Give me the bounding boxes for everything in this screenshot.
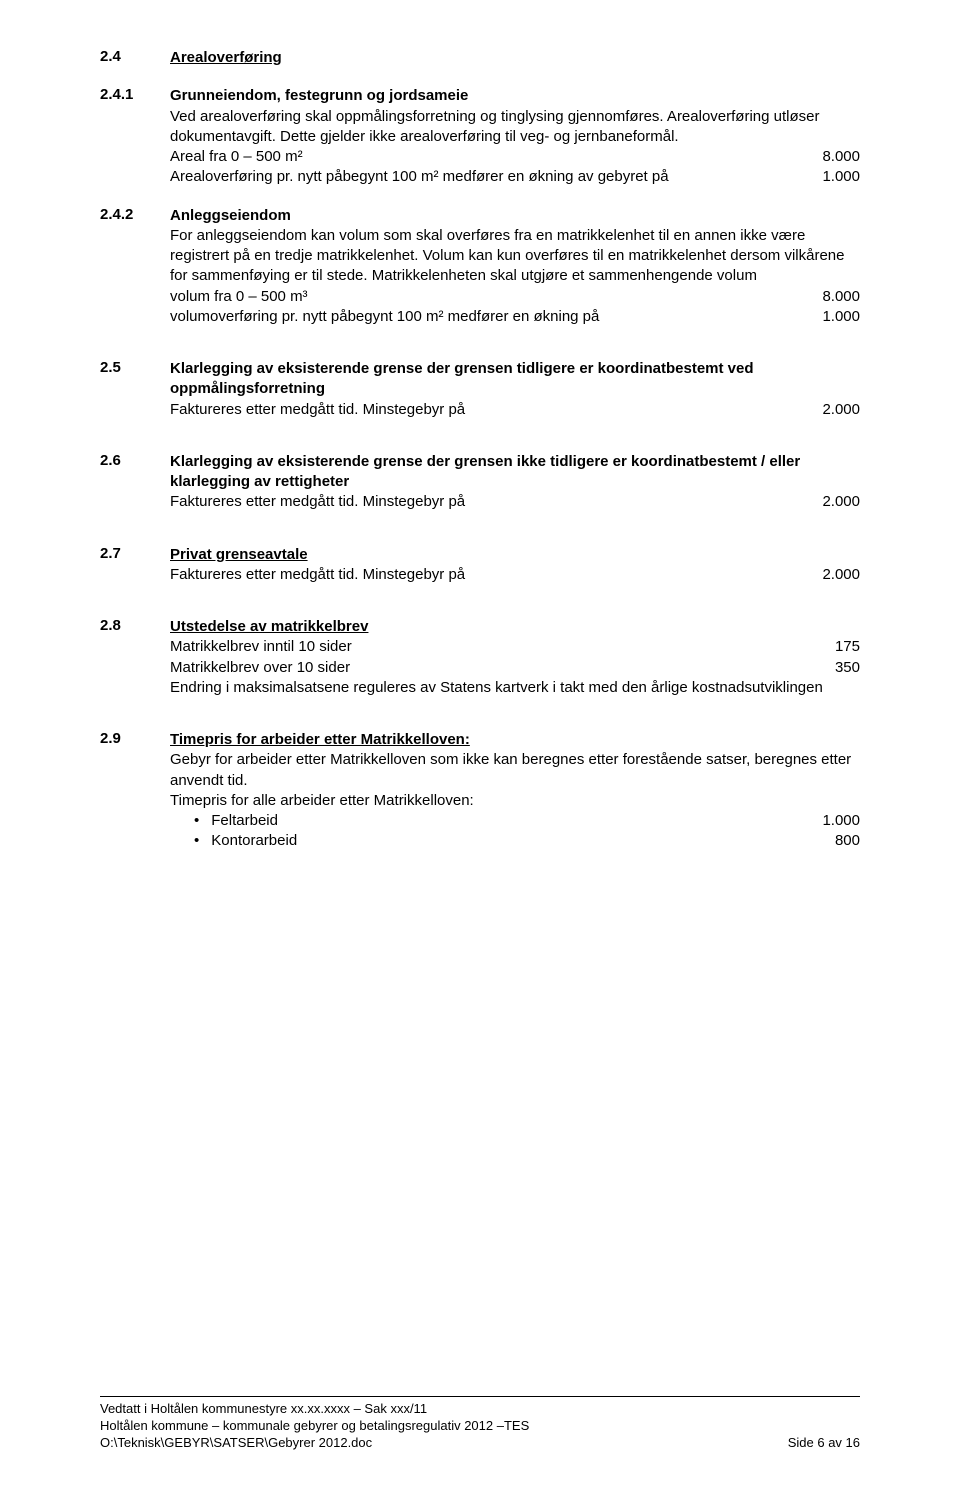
subsection-title: Anleggseiendom xyxy=(170,206,860,226)
bullet-value: 800 xyxy=(780,831,860,851)
section-number: 2.9 xyxy=(100,730,170,747)
line-item-label: Areal fra 0 – 500 m² xyxy=(170,147,780,167)
body-text: Timepris for alle arbeider etter Matrikk… xyxy=(170,791,860,811)
section-2-9: 2.9 Timepris for arbeider etter Matrikke… xyxy=(100,730,860,852)
bullet-icon: • xyxy=(194,831,199,851)
subsection-title: Grunneiendom, festegrunn og jordsameie xyxy=(170,86,860,106)
section-2-6: 2.6 Klarlegging av eksisterende grense d… xyxy=(100,452,860,513)
footer-line: Vedtatt i Holtålen kommunestyre xx.xx.xx… xyxy=(100,1401,788,1418)
line-item-label: Matrikkelbrev over 10 sider xyxy=(170,658,780,678)
bullet-icon: • xyxy=(194,811,199,831)
section-title: Timepris for arbeider etter Matrikkellov… xyxy=(170,731,470,748)
section-title: Klarlegging av eksisterende grense der g… xyxy=(170,359,860,400)
section-number: 2.4 xyxy=(100,48,170,65)
footer-line: Holtålen kommune – kommunale gebyrer og … xyxy=(100,1418,788,1435)
section-number: 2.7 xyxy=(100,545,170,562)
line-item-value: 8.000 xyxy=(780,287,860,307)
line-item-value: 1.000 xyxy=(780,307,860,327)
line-item-value: 2.000 xyxy=(780,400,860,420)
page-number: Side 6 av 16 xyxy=(788,1435,860,1452)
section-number: 2.8 xyxy=(100,617,170,634)
line-item-label: Arealoverføring pr. nytt påbegynt 100 m²… xyxy=(170,167,780,187)
section-2-4: 2.4 Arealoverføring 2.4.1 Grunneiendom, … xyxy=(100,48,860,327)
bullet-list: • Feltarbeid 1.000 • Kontorarbeid 800 xyxy=(170,811,860,852)
bullet-label: Feltarbeid xyxy=(211,811,780,831)
line-item-value: 2.000 xyxy=(780,492,860,512)
section-2-5: 2.5 Klarlegging av eksisterende grense d… xyxy=(100,359,860,420)
line-item-value: 175 xyxy=(780,637,860,657)
section-title: Privat grenseavtale xyxy=(170,546,308,563)
line-item-label: Matrikkelbrev inntil 10 sider xyxy=(170,637,780,657)
footer-line: O:\Teknisk\GEBYR\SATSER\Gebyrer 2012.doc xyxy=(100,1435,788,1452)
line-item-value: 2.000 xyxy=(780,565,860,585)
section-title: Klarlegging av eksisterende grense der g… xyxy=(170,452,860,493)
line-item-label: volumoverføring pr. nytt påbegynt 100 m²… xyxy=(170,307,780,327)
note-text: Endring i maksimalsatsene reguleres av S… xyxy=(170,678,860,698)
section-number: 2.4.1 xyxy=(100,86,170,103)
section-2-8: 2.8 Utstedelse av matrikkelbrev Matrikke… xyxy=(100,617,860,698)
section-2-7: 2.7 Privat grenseavtale Faktureres etter… xyxy=(100,545,860,586)
line-item-value: 8.000 xyxy=(780,147,860,167)
line-item-label: Faktureres etter medgått tid. Minstegeby… xyxy=(170,400,780,420)
body-text: Gebyr for arbeider etter Matrikkelloven … xyxy=(170,750,860,791)
section-number: 2.5 xyxy=(100,359,170,376)
line-item-value: 1.000 xyxy=(780,167,860,187)
list-item: • Feltarbeid 1.000 xyxy=(194,811,860,831)
line-item-value: 350 xyxy=(780,658,860,678)
section-title: Arealoverføring xyxy=(170,49,282,66)
body-text: Ved arealoverføring skal oppmålingsforre… xyxy=(170,107,860,148)
page-footer: Vedtatt i Holtålen kommunestyre xx.xx.xx… xyxy=(100,1396,860,1452)
line-item-label: Faktureres etter medgått tid. Minstegeby… xyxy=(170,492,780,512)
line-item-label: Faktureres etter medgått tid. Minstegeby… xyxy=(170,565,780,585)
line-item-label: volum fra 0 – 500 m³ xyxy=(170,287,780,307)
bullet-label: Kontorarbeid xyxy=(211,831,780,851)
bullet-value: 1.000 xyxy=(780,811,860,831)
section-number: 2.6 xyxy=(100,452,170,469)
section-title: Utstedelse av matrikkelbrev xyxy=(170,618,368,635)
body-text: For anleggseiendom kan volum som skal ov… xyxy=(170,226,860,287)
section-number: 2.4.2 xyxy=(100,206,170,223)
list-item: • Kontorarbeid 800 xyxy=(194,831,860,851)
